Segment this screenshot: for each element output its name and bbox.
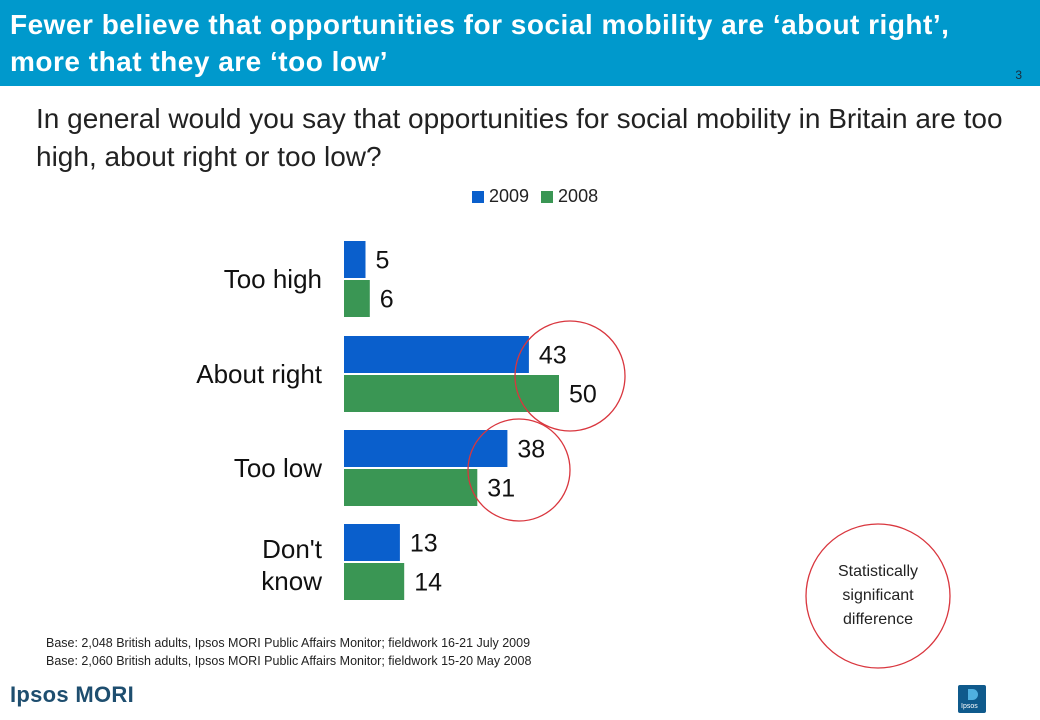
legend-item-2009: 2009 bbox=[472, 186, 529, 207]
bar-2008 bbox=[344, 280, 370, 317]
data-label: 38 bbox=[517, 436, 545, 464]
survey-question: In general would you say that opportunit… bbox=[36, 103, 1003, 172]
legend-swatch-2009 bbox=[472, 190, 484, 203]
bar-2009 bbox=[344, 336, 529, 373]
footnote-2009: Base: 2,048 British adults, Ipsos MORI P… bbox=[46, 636, 531, 650]
bar-2009 bbox=[344, 430, 508, 467]
bar-2008 bbox=[344, 563, 405, 600]
data-label: 14 bbox=[414, 569, 442, 597]
bar-2008 bbox=[344, 469, 478, 506]
data-label: 5 bbox=[376, 247, 390, 275]
legend-label-2008: 2008 bbox=[558, 186, 599, 206]
data-label: 13 bbox=[410, 530, 438, 558]
bar-2009 bbox=[344, 241, 366, 278]
category-label: About right bbox=[196, 359, 323, 389]
slide-title: Fewer believe that opportunities for soc… bbox=[10, 9, 950, 77]
slide-number: 3 bbox=[1015, 68, 1022, 82]
data-label: 50 bbox=[569, 381, 597, 409]
corner-logo-text: Ipsos bbox=[961, 703, 978, 710]
data-label: 6 bbox=[380, 286, 394, 314]
ipsos-mori-logo: Ipsos MORI bbox=[10, 682, 135, 707]
footnotes: Base: 2,048 British adults, Ipsos MORI P… bbox=[46, 634, 531, 670]
footnote-2008: Base: 2,060 British adults, Ipsos MORI P… bbox=[46, 654, 532, 668]
legend-item-2008: 2008 bbox=[541, 186, 598, 207]
category-label: Don't bbox=[262, 534, 323, 564]
category-label: Too low bbox=[234, 453, 322, 483]
ipsos-corner-logo: Ipsos bbox=[958, 685, 986, 713]
bar-2008 bbox=[344, 375, 559, 412]
data-label: 43 bbox=[539, 342, 567, 370]
legend-swatch-2008 bbox=[541, 190, 554, 203]
bar-2009 bbox=[344, 524, 400, 561]
category-label: know bbox=[261, 566, 322, 596]
significance-annotation: Statistically significant difference bbox=[837, 563, 919, 628]
significance-circle bbox=[467, 418, 571, 522]
significance-key-circle bbox=[805, 523, 951, 669]
legend-label-2009: 2009 bbox=[489, 186, 530, 206]
title-banner: Fewer believe that opportunities for soc… bbox=[0, 0, 1040, 86]
chart-legend: 2009 2008 bbox=[472, 186, 610, 207]
data-label: 31 bbox=[487, 475, 515, 503]
significance-circle bbox=[514, 320, 626, 432]
category-label: Too high bbox=[224, 264, 322, 294]
